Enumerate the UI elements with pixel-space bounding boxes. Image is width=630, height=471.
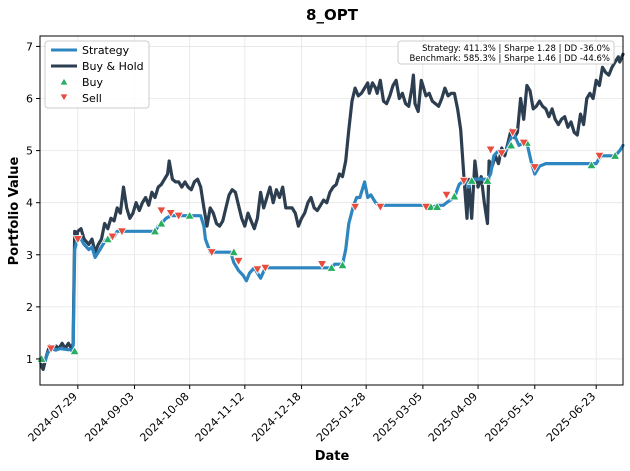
sell-marker	[233, 257, 244, 267]
stats-box: Strategy: 411.3% | Sharpe 1.28 | DD -36.…	[397, 40, 615, 65]
sell-marker	[165, 209, 176, 219]
x-tick-label: 2024-07-29	[26, 390, 80, 444]
x-tick-label: 2024-09-03	[82, 390, 136, 444]
x-axis-title: Date	[315, 449, 350, 464]
buy-marker	[156, 218, 167, 228]
y-tick-label: 2	[26, 301, 33, 314]
buy-marker	[69, 345, 80, 356]
sell-marker	[441, 190, 452, 201]
x-tick-label: 2024-11-12	[193, 390, 247, 444]
sell-marker	[594, 151, 605, 162]
buy-marker	[326, 262, 337, 272]
y-tick-label: 1	[26, 353, 33, 366]
buy-marker	[102, 233, 113, 244]
stats-strategy: Strategy: 411.3% | Sharpe 1.28 | DD -36.…	[422, 44, 610, 54]
sell-marker	[375, 202, 386, 213]
x-tick-label: 2024-10-08	[137, 390, 191, 444]
sell-marker	[507, 128, 518, 138]
legend-label-sell: Sell	[82, 92, 102, 105]
sell-marker	[485, 145, 496, 155]
y-tick-label: 7	[26, 40, 33, 53]
x-tick-label: 2025-01-28	[314, 390, 368, 444]
buy-marker	[431, 201, 443, 211]
sell-marker	[72, 235, 84, 245]
legend-buy-marker	[59, 77, 69, 86]
chart-title: 8_OPT	[306, 6, 359, 24]
buy-marker	[505, 140, 517, 150]
buy-marker	[337, 259, 348, 270]
x-tick-label: 2025-03-05	[371, 390, 425, 444]
plot-frame	[39, 35, 624, 386]
buy-marker	[184, 210, 195, 220]
y-axis-title: Portfolio Value	[7, 156, 22, 265]
sell-marker	[420, 202, 432, 213]
sell-marker	[458, 176, 470, 187]
buy-marker	[149, 226, 161, 236]
x-tick-label: 2025-05-15	[482, 390, 536, 444]
sell-marker	[518, 138, 529, 149]
y-tick-label: 5	[26, 145, 33, 158]
stats-benchmark: Benchmark: 585.3% | Sharpe 1.46 | DD -44…	[409, 54, 610, 64]
legend-label-buyhold: Buy & Hold	[82, 60, 144, 73]
sell-marker	[156, 206, 167, 216]
sell-marker	[349, 202, 361, 213]
legend: Strategy Buy & Hold Buy Sell	[44, 40, 150, 109]
y-tick-label: 3	[26, 249, 33, 262]
legend-label-strategy: Strategy	[82, 44, 130, 57]
buy-marker	[586, 159, 597, 170]
x-tick-label: 2025-06-23	[544, 390, 598, 444]
series-line-buy-and-hold	[38, 52, 625, 371]
sell-marker	[206, 248, 217, 258]
legend-sell-marker	[59, 93, 69, 102]
sell-marker	[529, 163, 540, 173]
sell-marker	[45, 344, 57, 354]
buy-marker	[449, 191, 460, 201]
buy-marker	[228, 246, 239, 257]
sell-marker	[107, 232, 118, 242]
sell-marker	[496, 149, 507, 159]
buy-marker	[482, 175, 493, 185]
sell-marker	[252, 265, 263, 275]
x-tick-label: 2025-04-09	[426, 390, 480, 444]
buy-marker	[466, 175, 477, 185]
sell-marker	[116, 227, 128, 237]
signals-layer	[36, 128, 621, 363]
buy-marker	[36, 353, 47, 363]
stats-box-frame	[397, 40, 615, 65]
x-tick-label: 2024-12-18	[249, 390, 303, 444]
y-tick-label: 6	[26, 93, 33, 106]
sell-marker	[260, 263, 271, 274]
sell-marker	[316, 260, 328, 270]
legend-box	[44, 40, 150, 109]
buy-marker	[609, 150, 621, 160]
y-tick-label: 4	[26, 197, 33, 210]
sell-marker	[173, 211, 184, 222]
legend-label-buy: Buy	[82, 76, 104, 89]
